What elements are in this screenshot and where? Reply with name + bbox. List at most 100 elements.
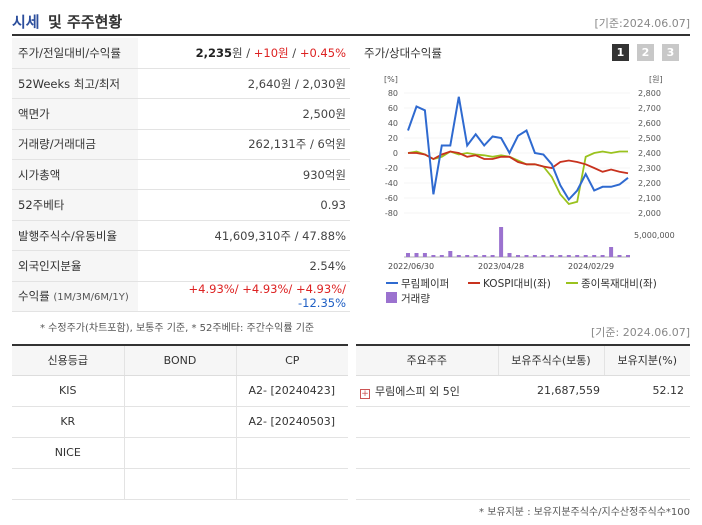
- separator: /: [288, 45, 300, 60]
- expand-icon[interactable]: +: [360, 388, 370, 399]
- left-tick-label: -20: [385, 164, 398, 173]
- base-date: [기준:2024.06.07]: [594, 17, 690, 30]
- series-lines: [407, 96, 629, 206]
- volume-bar: [626, 255, 630, 257]
- stat-value: 930억원: [138, 159, 350, 191]
- cp-rating: A2- [20240423]: [236, 375, 348, 407]
- left-tick-label: -60: [385, 194, 398, 203]
- return-label: 수익률: [18, 289, 50, 304]
- volume-bar: [431, 255, 436, 257]
- credit-header-row: 신용등급 BOND CP: [12, 344, 348, 376]
- return-3m: +4.93%/: [238, 282, 293, 297]
- stat-label: 액면가: [12, 98, 138, 130]
- holder-shares: 21,687,559: [498, 375, 604, 407]
- stat-value: 2,235원 / +10원 / +0.45%: [138, 38, 350, 69]
- stat-value: 262,131주 / 6억원: [138, 129, 350, 161]
- base-date-2: [기준: 2024.06.07]: [590, 326, 690, 339]
- volume-bar: [406, 253, 410, 257]
- x-label-1: 2022/06/30: [388, 262, 434, 271]
- return-period-label: (1M/3M/6M/1Y): [53, 292, 129, 304]
- stat-label: 발행주식수/유동비율: [12, 220, 138, 252]
- stat-label: 주가/전일대비/수익률: [12, 38, 138, 69]
- stat-value: 41,609,310주 / 47.88%: [138, 220, 350, 252]
- volume-bar: [456, 255, 461, 257]
- agency-name: NICE: [12, 437, 125, 469]
- stat-row-price: 주가/전일대비/수익률 2,235원 / +10원 / +0.45%: [12, 38, 350, 69]
- x-label-3: 2024/02/29: [568, 262, 614, 271]
- volume-bar: [482, 255, 487, 257]
- col-header-cp: CP: [236, 344, 348, 376]
- bond-rating: [124, 468, 237, 500]
- stat-row-beta: 52주베타 0.93: [12, 189, 350, 221]
- table-row: [12, 468, 348, 500]
- left-axis-unit: [%]: [384, 75, 398, 84]
- volume-bar: [524, 255, 529, 257]
- stat-value: 0.93: [138, 189, 350, 221]
- holders-header-row: 주요주주 보유주식수(보통) 보유지분(%): [356, 344, 690, 376]
- stat-label: 시가총액: [12, 159, 138, 191]
- right-axis-ticks: 2,800 2,700 2,600 2,500 2,400 2,300 2,200 2,100…: [638, 89, 661, 218]
- volume-bar: [583, 255, 588, 257]
- stat-row-par-value: 액면가 2,500원: [12, 98, 350, 130]
- section-header: 시세 및 주주현황 [기준:2024.06.07]: [12, 8, 690, 36]
- stat-row-shares: 발행주식수/유동비율 41,609,310주 / 47.88%: [12, 220, 350, 252]
- return-6m: +4.93%/: [292, 282, 346, 297]
- volume-axis-tick: 5,000,000: [634, 231, 675, 240]
- volume-bar: [541, 255, 546, 257]
- volume-bar: [609, 247, 614, 257]
- agency-name: KIS: [12, 375, 125, 407]
- left-tick-label: 0: [393, 149, 398, 158]
- left-tick-label: 80: [388, 89, 398, 98]
- stat-row-return: 수익률 (1M/3M/6M/1Y) +4.93%/ +4.93%/ +4.93%…: [12, 281, 350, 313]
- x-label-2: 2023/04/28: [478, 262, 524, 271]
- bond-rating: [124, 375, 237, 407]
- section-title-sub: 및 주주현황: [48, 13, 123, 31]
- chart-page-2-button[interactable]: 2: [637, 44, 654, 61]
- left-tick-label: 60: [388, 104, 398, 113]
- cp-rating: [236, 437, 348, 469]
- stat-label: 52주베타: [12, 189, 138, 221]
- credit-rating-table: 신용등급 BOND CP KIS A2- [20240423] KR A2- […: [12, 344, 348, 500]
- cp-rating: A2- [20240503]: [236, 406, 348, 438]
- cp-rating: [236, 468, 348, 500]
- major-shareholders-table: 주요주주 보유주식수(보통) 보유지분(%) + 무림에스피 외 5인 21,68…: [356, 344, 690, 500]
- series-line-sector: [407, 150, 628, 206]
- price-change-pct: +0.45%: [299, 45, 346, 60]
- holder-name[interactable]: 무림에스피 외 5인: [375, 384, 460, 398]
- volume-bar: [414, 253, 419, 257]
- series-line-kospi: [408, 150, 629, 175]
- price-chart-panel: 주가/상대수익률 1 2 3 [%] [원] 80 60 40 20 0 -20 -40 -6…: [356, 38, 690, 316]
- price-change: +10원: [253, 45, 289, 60]
- volume-bar: [549, 255, 554, 257]
- chart-page-1-button[interactable]: 1: [612, 44, 629, 61]
- chart-legend: 무림페이퍼 KOSPI대비(좌) 종이목재대비(좌) 거래량: [386, 278, 657, 305]
- right-tick-label: 2,200: [638, 179, 661, 188]
- bond-rating: [124, 437, 237, 469]
- volume-bars: [406, 227, 630, 257]
- current-price: 2,235: [195, 45, 233, 60]
- price-unit: 원 /: [232, 45, 254, 60]
- stat-value: 2.54%: [138, 250, 350, 282]
- table-row: KR A2- [20240503]: [12, 406, 348, 438]
- legend-label-sector: 종이목재대비(좌): [581, 278, 657, 290]
- volume-bar: [600, 255, 605, 257]
- table-row: KIS A2- [20240423]: [12, 375, 348, 407]
- legend-label-kospi: KOSPI대비(좌): [483, 278, 551, 290]
- volume-bar: [465, 255, 470, 257]
- return-1y: -12.35%: [298, 296, 346, 311]
- chart-page-3-button[interactable]: 3: [662, 44, 679, 61]
- right-axis-unit: [원]: [649, 75, 663, 84]
- right-tick-label: 2,300: [638, 164, 661, 173]
- left-tick-label: 40: [388, 119, 398, 128]
- volume-bar: [439, 255, 444, 257]
- stat-label: 외국인지분율: [12, 250, 138, 282]
- table-row: + 무림에스피 외 5인 21,687,559 52.12: [356, 375, 690, 407]
- col-header-pct: 보유지분(%): [604, 344, 690, 376]
- section-title-main: 시세: [12, 13, 40, 31]
- bond-rating: [124, 406, 237, 438]
- volume-bar: [566, 255, 571, 257]
- stat-row-volume: 거래량/거래대금 262,131주 / 6억원: [12, 129, 350, 161]
- legend-label-stock: 무림페이퍼: [401, 278, 449, 290]
- table-row: [356, 468, 690, 500]
- table-row: [356, 437, 690, 469]
